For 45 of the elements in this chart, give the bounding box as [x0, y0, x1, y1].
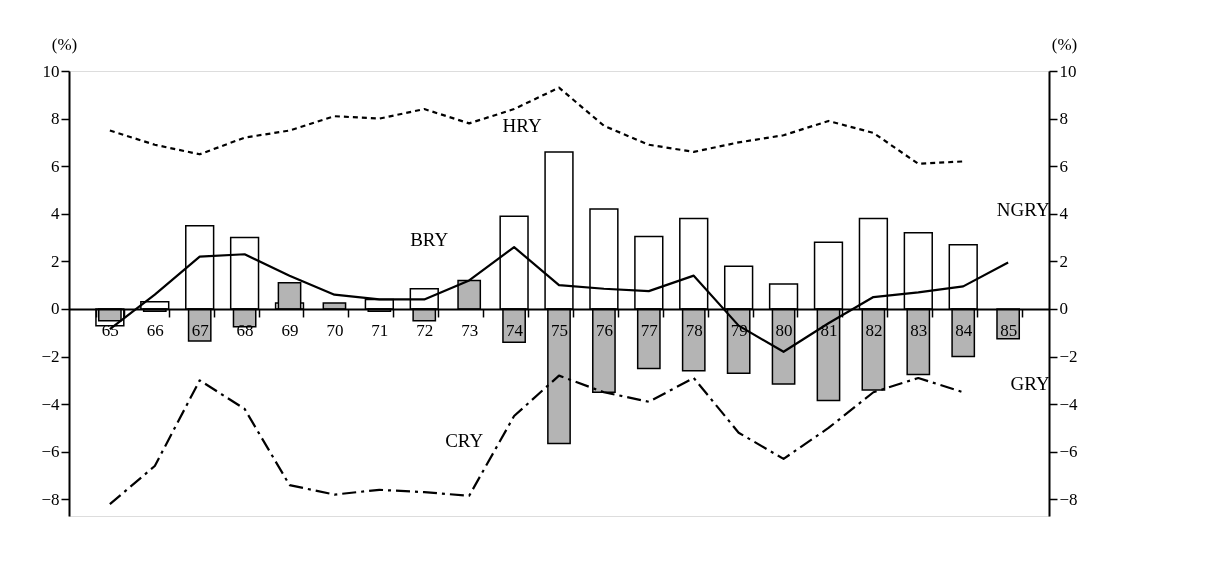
series-label: GRY — [1010, 372, 1050, 394]
series-label: BRY — [410, 229, 449, 251]
y-tick-label: −6 — [41, 442, 60, 462]
x-tick-label: 71 — [371, 321, 389, 341]
y-tick-label: 6 — [51, 156, 60, 176]
y-tick-label: 2 — [51, 251, 60, 271]
x-tick-label: 80 — [775, 321, 793, 341]
series-label: CRY — [445, 429, 484, 451]
x-tick-label: 84 — [955, 321, 973, 341]
y2-axis-title: (%) — [1051, 34, 1078, 54]
y-tick-label: 10 — [42, 61, 60, 81]
y-tick-label: 4 — [51, 204, 60, 224]
y2-tick-label: −6 — [1059, 442, 1078, 462]
x-tick-label: 73 — [461, 321, 479, 341]
y-tick-label: 0 — [51, 299, 60, 319]
x-tick-label: 77 — [640, 321, 659, 341]
x-tick-label: 66 — [146, 321, 164, 341]
x-tick-label: 75 — [551, 321, 568, 341]
x-tick-label: 83 — [910, 321, 928, 341]
series-label: HRY — [502, 115, 542, 137]
x-tick-label: 67 — [191, 321, 210, 341]
y-tick-label: 8 — [51, 109, 60, 129]
y2-tick-label: −8 — [1059, 489, 1078, 509]
y2-tick-label: 10 — [1059, 61, 1077, 81]
x-tick-label: 82 — [865, 321, 883, 341]
y2-tick-label: 8 — [1059, 109, 1068, 129]
x-tick-label: 69 — [281, 321, 299, 341]
y-tick-label: −4 — [41, 394, 60, 414]
y2-tick-label: 0 — [1059, 299, 1068, 319]
y-tick-label: −8 — [41, 489, 60, 509]
x-tick-label: 76 — [595, 321, 613, 341]
x-tick-label: 78 — [685, 321, 703, 341]
line-series — [108, 86, 965, 165]
x-tick-label: 70 — [326, 321, 344, 341]
y2-tick-label: 4 — [1059, 204, 1069, 224]
y2-tick-label: 2 — [1059, 251, 1068, 271]
y2-tick-label: −2 — [1059, 347, 1078, 367]
series-label: NGRY — [996, 198, 1050, 220]
x-tick-label: 72 — [416, 321, 434, 341]
x-tick-label: 85 — [1000, 321, 1018, 341]
y-tick-label: −2 — [41, 347, 60, 367]
y2-tick-label: −4 — [1059, 394, 1079, 414]
y-axis-title: (%) — [51, 34, 78, 54]
y2-tick-label: 6 — [1059, 156, 1068, 176]
x-tick-label: 74 — [506, 321, 524, 341]
